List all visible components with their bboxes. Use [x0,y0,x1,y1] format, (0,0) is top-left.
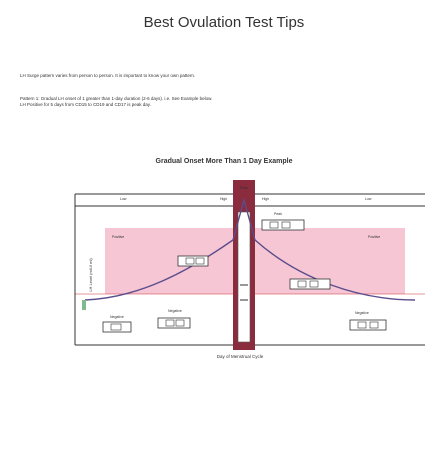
y-axis-label: LH Level (mIU/ ml) [88,258,93,292]
test-cassette-peak-right [261,219,305,231]
pattern-line-2: LH Positive for 5 days from CD15 to CD19… [20,102,151,107]
label-positive-left: Positive [112,235,124,239]
test-cassette-right [349,319,387,331]
lh-curve [84,197,416,301]
pattern-line-1: Pattern 1: Gradual LH onset of 1 greater… [20,96,213,101]
label-high-left: High [220,197,227,201]
label-high-right: High [262,197,269,201]
x-axis-label: Day of Menstrual Cycle [217,354,264,359]
test-cassette-left [102,321,132,333]
label-negative-left: Negative [110,315,124,319]
pattern-description: Pattern 1: Gradual LH onset of 1 greater… [20,96,432,108]
test-cassette-positive-right [289,278,331,290]
label-low-right: Low [365,197,372,201]
left-sample-strip [82,300,86,310]
figure-title: Gradual Onset More Than 1 Day Example [155,158,293,165]
page-title: Best Ovulation Test Tips [143,14,305,31]
peak-test-strip [237,211,251,343]
test-cassette-upper [177,255,209,267]
label-peak-mid: Peak [274,212,282,216]
test-cassette-mid-left [157,317,191,329]
label-negative-right: Negative [355,311,369,315]
label-positive-right: Positive [368,235,380,239]
intro-text: LH Surge pattern varies from person to p… [20,73,196,78]
label-negative-mid: Negative [168,309,182,313]
label-peak-top: Peak [240,186,248,190]
label-low-left: Low [120,197,127,201]
